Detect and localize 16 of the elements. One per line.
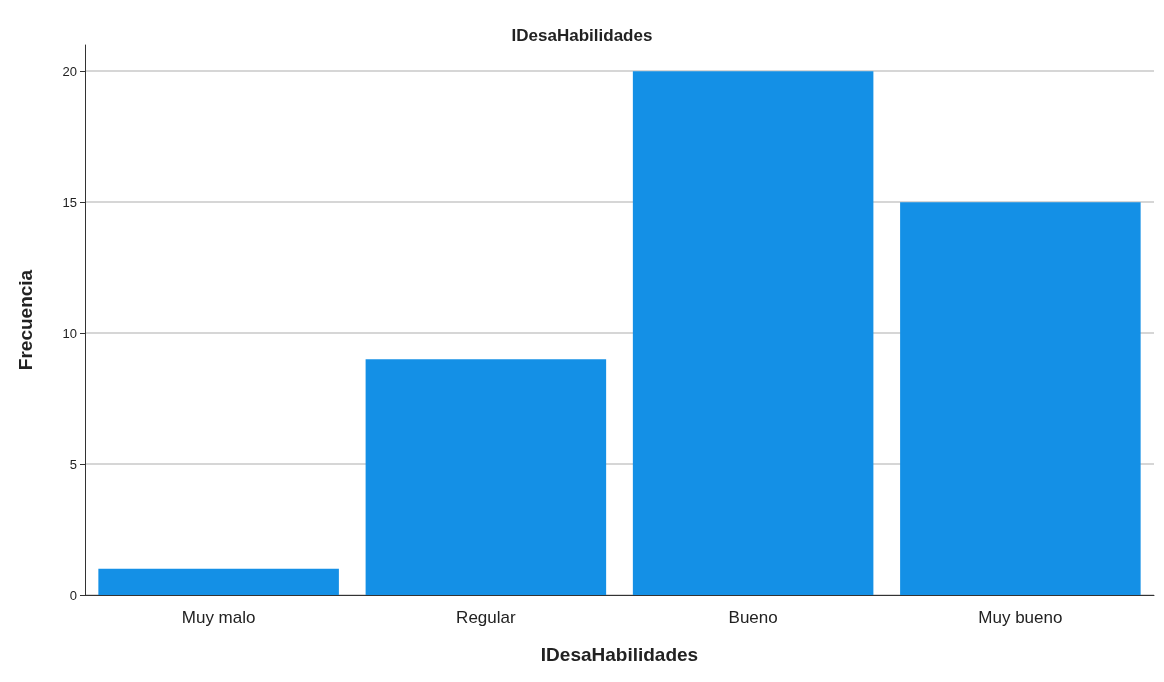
bar bbox=[900, 202, 1141, 595]
y-tick-label: 10 bbox=[62, 325, 77, 341]
y-axis-title: Frecuencia bbox=[15, 269, 36, 371]
x-tick-label: Regular bbox=[456, 608, 516, 627]
y-tick-label: 5 bbox=[69, 456, 77, 472]
x-tick-label: Muy malo bbox=[181, 608, 256, 627]
y-tick-label: 20 bbox=[62, 63, 77, 79]
bar bbox=[365, 359, 607, 595]
bar bbox=[98, 568, 339, 595]
y-tick-label: 0 bbox=[69, 587, 77, 603]
chart-title: IDesaHabilidades bbox=[511, 26, 653, 45]
x-tick-label: Bueno bbox=[728, 608, 778, 627]
x-tick-label: Muy bueno bbox=[978, 608, 1063, 627]
y-tick-label: 15 bbox=[62, 194, 77, 210]
x-axis-title: IDesaHabilidades bbox=[540, 644, 699, 665]
bar bbox=[632, 71, 874, 595]
